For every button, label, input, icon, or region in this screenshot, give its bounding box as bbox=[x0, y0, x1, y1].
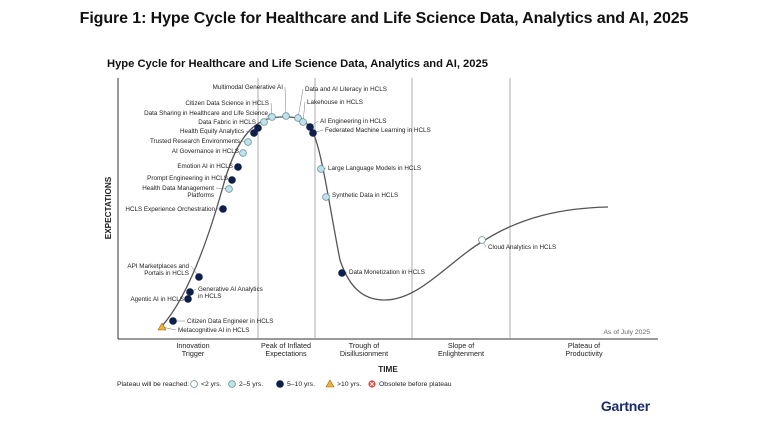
technology-marker bbox=[338, 269, 346, 277]
as-of-label: As of July 2025 bbox=[604, 329, 651, 336]
technology-label: Generative AI Analytics in HCLS bbox=[198, 286, 263, 300]
technology-marker bbox=[268, 113, 276, 121]
technology-marker bbox=[169, 317, 177, 325]
technology-label: API Marketplaces and Portals in HCLS bbox=[127, 263, 189, 277]
phase-label: Trough of Disillusionment bbox=[340, 341, 388, 358]
technology-label: Prompt Engineering in HCLS bbox=[147, 175, 228, 182]
technology-label: AI Engineering in HCLS bbox=[320, 118, 387, 125]
legend-label: <2 yrs. bbox=[201, 381, 222, 388]
technology-label: Emotion AI in HCLS bbox=[177, 163, 233, 170]
technology-marker bbox=[184, 295, 192, 303]
technology-label: Health Equity Analytics bbox=[180, 128, 244, 135]
phase-label: Innovation Trigger bbox=[176, 341, 209, 358]
technology-marker bbox=[322, 193, 330, 201]
technology-label: Trusted Research Environments bbox=[150, 138, 240, 145]
technology-label: Data Fabric in HCLS bbox=[198, 119, 256, 126]
technology-label: Multimodal Generative AI bbox=[213, 84, 284, 91]
technology-label: Citizen Data Engineer in HCLS bbox=[187, 318, 273, 325]
technology-marker bbox=[309, 129, 317, 137]
legend-title: Plateau will be reached: bbox=[117, 381, 189, 388]
technology-marker bbox=[478, 236, 486, 244]
leader-line bbox=[284, 86, 287, 117]
technology-label: Data and AI Literacy in HCLS bbox=[305, 86, 387, 93]
technology-label: Data Monetization in HCLS bbox=[349, 269, 425, 276]
technology-label: Cloud Analytics in HCLS bbox=[488, 244, 556, 251]
legend-marker bbox=[190, 380, 198, 388]
technology-marker bbox=[299, 118, 307, 126]
technology-label: Citizen Data Science in HCLS bbox=[185, 100, 269, 107]
technology-marker bbox=[186, 288, 194, 296]
technology-label: Large Language Models in HCLS bbox=[328, 165, 421, 172]
technology-label: Data Sharing in Healthcare and Life Scie… bbox=[144, 110, 268, 117]
technology-marker bbox=[250, 129, 258, 137]
technology-marker bbox=[244, 138, 252, 146]
phase-label: Plateau of Productivity bbox=[565, 341, 603, 358]
phase-label: Slope of Enlightenment bbox=[438, 341, 484, 358]
technology-marker bbox=[225, 185, 233, 193]
technology-label: Health Data Management Platforms bbox=[142, 185, 214, 199]
legend-marker bbox=[325, 379, 335, 388]
technology-marker bbox=[317, 165, 325, 173]
obsolete-cross bbox=[369, 381, 375, 387]
x-axis-label: TIME bbox=[378, 365, 398, 374]
technology-label: Metacognitive AI in HCLS bbox=[178, 327, 249, 334]
technology-marker bbox=[157, 322, 167, 331]
y-axis-label: EXPECTATIONS bbox=[104, 176, 113, 239]
chart-title: Hype Cycle for Healthcare and Life Scien… bbox=[107, 58, 488, 70]
technology-label: HCLS Experience Orchestration bbox=[125, 206, 215, 213]
technology-label: Federated Machine Learning in HCLS bbox=[325, 127, 431, 134]
technology-marker bbox=[260, 118, 268, 126]
technology-marker bbox=[239, 149, 247, 157]
phase-label: Peak of Inflated Expectations bbox=[261, 341, 311, 358]
gartner-logo: Gartner bbox=[600, 398, 650, 414]
technology-marker bbox=[228, 176, 236, 184]
legend-marker bbox=[228, 380, 236, 388]
legend-marker bbox=[276, 380, 284, 388]
legend-marker bbox=[368, 380, 376, 388]
figure-title: Figure 1: Hype Cycle for Healthcare and … bbox=[79, 10, 689, 27]
leader-line bbox=[297, 88, 304, 119]
technology-marker bbox=[195, 273, 203, 281]
technology-marker bbox=[234, 163, 242, 171]
technology-label: AI Governance in HCLS bbox=[172, 148, 239, 155]
legend-label: Obsolete before plateau bbox=[379, 381, 452, 388]
technology-label: Synthetic Data in HCLS bbox=[332, 192, 398, 199]
technology-label: Lakehouse in HCLS bbox=[307, 99, 363, 106]
legend-label: 5–10 yrs. bbox=[287, 381, 315, 388]
legend-label: 2–5 yrs. bbox=[239, 381, 263, 388]
technology-marker bbox=[294, 114, 302, 122]
technology-marker bbox=[282, 112, 290, 120]
technology-marker bbox=[254, 124, 262, 132]
technology-label: Agentic AI in HCLS bbox=[130, 296, 184, 303]
legend-label: >10 yrs. bbox=[337, 381, 361, 388]
technology-marker bbox=[306, 123, 314, 131]
technology-marker bbox=[219, 205, 227, 213]
